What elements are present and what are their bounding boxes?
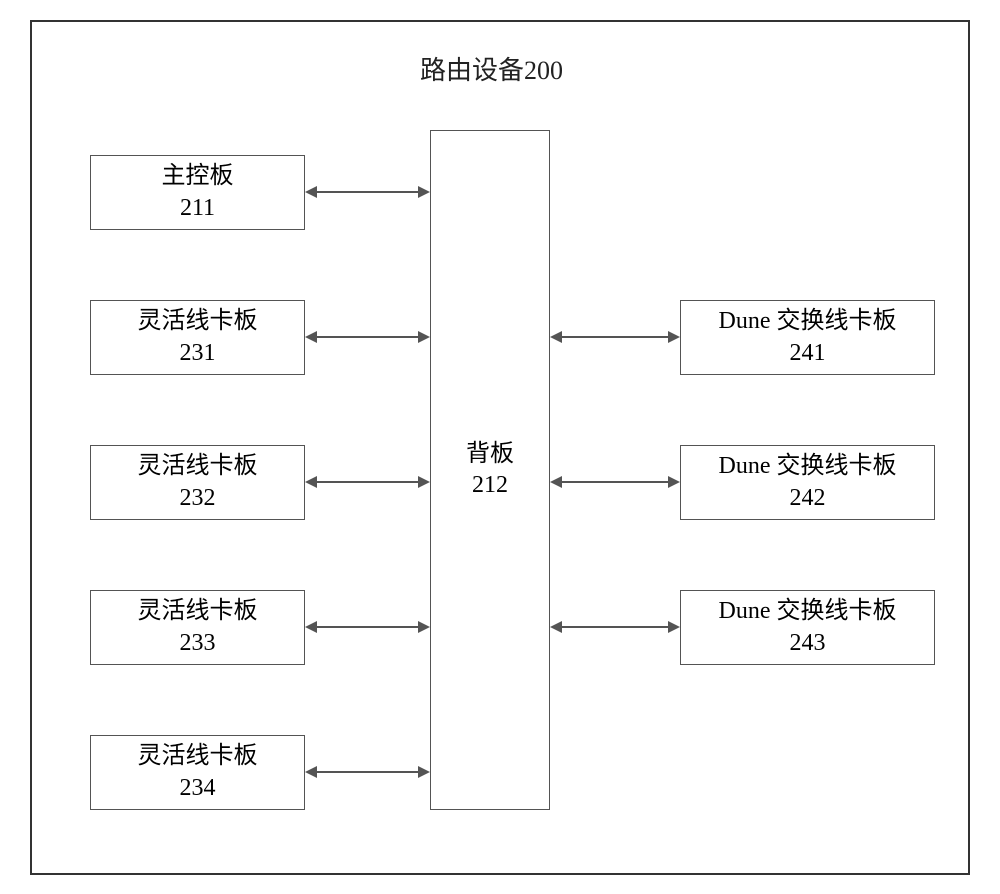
backplane-box: 背板 212: [430, 130, 550, 810]
arrow-head-right-icon: [418, 476, 430, 488]
flex-linecard-233-box: 灵活线卡板 233: [90, 590, 305, 665]
arrow-head-left-icon: [305, 621, 317, 633]
flex-linecard-233-id: 233: [180, 628, 216, 659]
main-control-board-box: 主控板 211: [90, 155, 305, 230]
arrow-head-left-icon: [305, 186, 317, 198]
main-control-board-label: 主控板: [162, 161, 234, 192]
arrow-head-left-icon: [305, 476, 317, 488]
connector-line: [562, 336, 668, 338]
diagram-title: 路由设备200: [420, 50, 563, 87]
main-control-board-id: 211: [180, 193, 215, 224]
flex-linecard-234-label: 灵活线卡板: [138, 741, 258, 772]
flex-linecard-231-box: 灵活线卡板 231: [90, 300, 305, 375]
dune-switch-linecard-241-id: 241: [790, 338, 826, 369]
flex-linecard-233-label: 灵活线卡板: [138, 596, 258, 627]
arrow-head-left-icon: [305, 766, 317, 778]
dune-switch-linecard-243-label: Dune 交换线卡板: [719, 596, 897, 627]
flex-linecard-232-box: 灵活线卡板 232: [90, 445, 305, 520]
backplane-id: 212: [472, 470, 508, 501]
arrow-head-right-icon: [668, 331, 680, 343]
dune-switch-linecard-242-label: Dune 交换线卡板: [719, 451, 897, 482]
dune-switch-linecard-242-box: Dune 交换线卡板 242: [680, 445, 935, 520]
flex-linecard-232-id: 232: [180, 483, 216, 514]
arrow-head-right-icon: [418, 186, 430, 198]
arrow-head-right-icon: [418, 621, 430, 633]
connector-line: [317, 771, 418, 773]
connector-line: [317, 481, 418, 483]
connector-line: [317, 191, 418, 193]
arrow-head-left-icon: [550, 621, 562, 633]
dune-switch-linecard-243-box: Dune 交换线卡板 243: [680, 590, 935, 665]
connector-line: [317, 336, 418, 338]
dune-switch-linecard-241-label: Dune 交换线卡板: [719, 306, 897, 337]
backplane-label: 背板: [466, 439, 514, 470]
dune-switch-linecard-242-id: 242: [790, 483, 826, 514]
flex-linecard-234-box: 灵活线卡板 234: [90, 735, 305, 810]
dune-switch-linecard-241-box: Dune 交换线卡板 241: [680, 300, 935, 375]
diagram-canvas: 路由设备200 背板 212 主控板 211 灵活线卡板 231 灵活线卡板 2…: [0, 0, 1000, 894]
arrow-head-left-icon: [550, 331, 562, 343]
flex-linecard-231-label: 灵活线卡板: [138, 306, 258, 337]
arrow-head-right-icon: [668, 476, 680, 488]
arrow-head-right-icon: [668, 621, 680, 633]
connector-line: [317, 626, 418, 628]
connector-line: [562, 626, 668, 628]
arrow-head-right-icon: [418, 766, 430, 778]
arrow-head-left-icon: [305, 331, 317, 343]
arrow-head-right-icon: [418, 331, 430, 343]
flex-linecard-231-id: 231: [180, 338, 216, 369]
flex-linecard-232-label: 灵活线卡板: [138, 451, 258, 482]
dune-switch-linecard-243-id: 243: [790, 628, 826, 659]
connector-line: [562, 481, 668, 483]
arrow-head-left-icon: [550, 476, 562, 488]
flex-linecard-234-id: 234: [180, 773, 216, 804]
